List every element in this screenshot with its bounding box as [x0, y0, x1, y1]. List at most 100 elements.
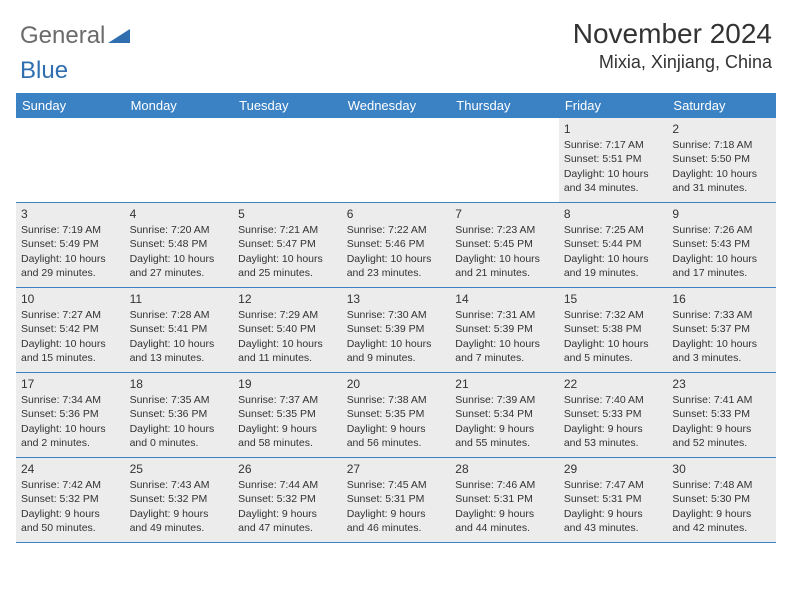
day-number: 22 — [564, 376, 663, 392]
sunrise-text: Sunrise: 7:32 AM — [564, 308, 663, 322]
day-number: 28 — [455, 461, 554, 477]
day-cell: 14Sunrise: 7:31 AMSunset: 5:39 PMDayligh… — [450, 288, 559, 372]
sunset-text: Sunset: 5:33 PM — [672, 407, 771, 421]
day-number: 11 — [130, 291, 229, 307]
sunset-text: Sunset: 5:31 PM — [347, 492, 446, 506]
daylight-text: Daylight: 10 hours and 9 minutes. — [347, 337, 446, 365]
sunset-text: Sunset: 5:40 PM — [238, 322, 337, 336]
day-cell: 9Sunrise: 7:26 AMSunset: 5:43 PMDaylight… — [667, 203, 776, 287]
sunrise-text: Sunrise: 7:31 AM — [455, 308, 554, 322]
day-number: 2 — [672, 121, 771, 137]
day-cell: 17Sunrise: 7:34 AMSunset: 5:36 PMDayligh… — [16, 373, 125, 457]
sunrise-text: Sunrise: 7:20 AM — [130, 223, 229, 237]
weekday-thursday: Thursday — [450, 93, 559, 118]
sunset-text: Sunset: 5:36 PM — [21, 407, 120, 421]
day-cell — [233, 118, 342, 202]
day-cell: 21Sunrise: 7:39 AMSunset: 5:34 PMDayligh… — [450, 373, 559, 457]
day-number: 13 — [347, 291, 446, 307]
daylight-text: Daylight: 9 hours and 56 minutes. — [347, 422, 446, 450]
daylight-text: Daylight: 10 hours and 11 minutes. — [238, 337, 337, 365]
day-number: 1 — [564, 121, 663, 137]
day-cell: 29Sunrise: 7:47 AMSunset: 5:31 PMDayligh… — [559, 458, 668, 542]
daylight-text: Daylight: 9 hours and 43 minutes. — [564, 507, 663, 535]
daylight-text: Daylight: 10 hours and 7 minutes. — [455, 337, 554, 365]
day-cell: 24Sunrise: 7:42 AMSunset: 5:32 PMDayligh… — [16, 458, 125, 542]
week-row: 10Sunrise: 7:27 AMSunset: 5:42 PMDayligh… — [16, 288, 776, 373]
day-cell: 3Sunrise: 7:19 AMSunset: 5:49 PMDaylight… — [16, 203, 125, 287]
sunrise-text: Sunrise: 7:44 AM — [238, 478, 337, 492]
day-number: 7 — [455, 206, 554, 222]
sunrise-text: Sunrise: 7:26 AM — [672, 223, 771, 237]
weekday-monday: Monday — [125, 93, 234, 118]
sunset-text: Sunset: 5:50 PM — [672, 152, 771, 166]
sunset-text: Sunset: 5:33 PM — [564, 407, 663, 421]
day-cell: 26Sunrise: 7:44 AMSunset: 5:32 PMDayligh… — [233, 458, 342, 542]
sunset-text: Sunset: 5:31 PM — [564, 492, 663, 506]
day-number: 10 — [21, 291, 120, 307]
sunset-text: Sunset: 5:32 PM — [21, 492, 120, 506]
day-number: 12 — [238, 291, 337, 307]
sunset-text: Sunset: 5:45 PM — [455, 237, 554, 251]
calendar-page: General November 2024 Mixia, Xinjiang, C… — [0, 0, 792, 553]
sunrise-text: Sunrise: 7:45 AM — [347, 478, 446, 492]
sunset-text: Sunset: 5:48 PM — [130, 237, 229, 251]
sunset-text: Sunset: 5:51 PM — [564, 152, 663, 166]
day-cell: 30Sunrise: 7:48 AMSunset: 5:30 PMDayligh… — [667, 458, 776, 542]
day-number: 23 — [672, 376, 771, 392]
sunrise-text: Sunrise: 7:27 AM — [21, 308, 120, 322]
day-cell: 6Sunrise: 7:22 AMSunset: 5:46 PMDaylight… — [342, 203, 451, 287]
sunrise-text: Sunrise: 7:38 AM — [347, 393, 446, 407]
day-cell: 4Sunrise: 7:20 AMSunset: 5:48 PMDaylight… — [125, 203, 234, 287]
day-number: 27 — [347, 461, 446, 477]
sunset-text: Sunset: 5:30 PM — [672, 492, 771, 506]
sunset-text: Sunset: 5:39 PM — [347, 322, 446, 336]
daylight-text: Daylight: 9 hours and 53 minutes. — [564, 422, 663, 450]
day-cell: 18Sunrise: 7:35 AMSunset: 5:36 PMDayligh… — [125, 373, 234, 457]
week-row: 1Sunrise: 7:17 AMSunset: 5:51 PMDaylight… — [16, 118, 776, 203]
day-cell: 2Sunrise: 7:18 AMSunset: 5:50 PMDaylight… — [667, 118, 776, 202]
day-number: 21 — [455, 376, 554, 392]
day-cell: 5Sunrise: 7:21 AMSunset: 5:47 PMDaylight… — [233, 203, 342, 287]
day-number: 8 — [564, 206, 663, 222]
day-cell: 11Sunrise: 7:28 AMSunset: 5:41 PMDayligh… — [125, 288, 234, 372]
daylight-text: Daylight: 10 hours and 3 minutes. — [672, 337, 771, 365]
day-cell: 12Sunrise: 7:29 AMSunset: 5:40 PMDayligh… — [233, 288, 342, 372]
daylight-text: Daylight: 10 hours and 0 minutes. — [130, 422, 229, 450]
sunset-text: Sunset: 5:32 PM — [238, 492, 337, 506]
sunset-text: Sunset: 5:32 PM — [130, 492, 229, 506]
sunset-text: Sunset: 5:42 PM — [21, 322, 120, 336]
weeks-container: 1Sunrise: 7:17 AMSunset: 5:51 PM Daylight… — [16, 118, 776, 543]
sunset-text: Sunset: 5:47 PM — [238, 237, 337, 251]
sunset-text: Sunset: 5:35 PM — [347, 407, 446, 421]
logo-text-general: General — [20, 22, 105, 50]
day-cell — [125, 118, 234, 202]
day-number: 17 — [21, 376, 120, 392]
day-number: 14 — [455, 291, 554, 307]
sunrise-text: Sunrise: 7:30 AM — [347, 308, 446, 322]
sunrise-text: Sunrise: 7:17 AM — [564, 138, 663, 152]
sunrise-text: Sunrise: 7:43 AM — [130, 478, 229, 492]
day-number: 16 — [672, 291, 771, 307]
daylight-text: Daylight: 9 hours and 55 minutes. — [455, 422, 554, 450]
day-number: 9 — [672, 206, 771, 222]
day-cell: 10Sunrise: 7:27 AMSunset: 5:42 PMDayligh… — [16, 288, 125, 372]
daylight-text: Daylight: 10 hours and 21 minutes. — [455, 252, 554, 280]
day-number: 18 — [130, 376, 229, 392]
sunrise-text: Sunrise: 7:19 AM — [21, 223, 120, 237]
day-number: 29 — [564, 461, 663, 477]
sunrise-text: Sunrise: 7:39 AM — [455, 393, 554, 407]
day-number: 24 — [21, 461, 120, 477]
sunrise-text: Sunrise: 7:33 AM — [672, 308, 771, 322]
sunset-text: Sunset: 5:34 PM — [455, 407, 554, 421]
daylight-text: Daylight: 10 hours and 27 minutes. — [130, 252, 229, 280]
sunset-text: Sunset: 5:36 PM — [130, 407, 229, 421]
sunrise-text: Sunrise: 7:41 AM — [672, 393, 771, 407]
day-cell: 15Sunrise: 7:32 AMSunset: 5:38 PMDayligh… — [559, 288, 668, 372]
daylight-text: Daylight: 9 hours and 42 minutes. — [672, 507, 771, 535]
logo-triangle-icon — [108, 22, 130, 50]
daylight-text: Daylight: 10 hours and 15 minutes. — [21, 337, 120, 365]
sunset-text: Sunset: 5:38 PM — [564, 322, 663, 336]
day-cell: 25Sunrise: 7:43 AMSunset: 5:32 PMDayligh… — [125, 458, 234, 542]
day-number: 26 — [238, 461, 337, 477]
sunset-text: Sunset: 5:37 PM — [672, 322, 771, 336]
